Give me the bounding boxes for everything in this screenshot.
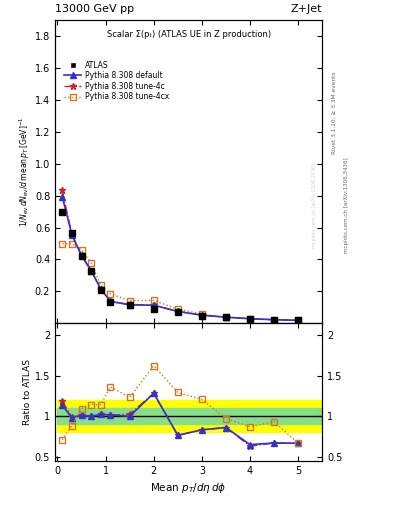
ATLAS <box>200 312 204 318</box>
Pythia 8.308 default <box>151 302 156 308</box>
ATLAS <box>89 268 94 274</box>
Pythia 8.308 tune-4cx <box>89 260 94 266</box>
Pythia 8.308 tune-4c <box>108 298 113 305</box>
Text: 13000 GeV pp: 13000 GeV pp <box>55 5 134 14</box>
Pythia 8.308 default <box>175 308 180 314</box>
Text: Z+Jet: Z+Jet <box>291 5 322 14</box>
Pythia 8.308 default <box>272 316 276 323</box>
Pythia 8.308 tune-4cx <box>200 311 204 317</box>
Pythia 8.308 tune-4cx <box>272 316 276 323</box>
Pythia 8.308 default <box>60 194 64 200</box>
Pythia 8.308 tune-4c <box>70 231 74 238</box>
Pythia 8.308 tune-4c <box>79 252 84 259</box>
Line: Pythia 8.308 tune-4cx: Pythia 8.308 tune-4cx <box>59 241 301 323</box>
Pythia 8.308 tune-4cx <box>79 247 84 253</box>
Pythia 8.308 tune-4cx <box>98 282 103 288</box>
ATLAS <box>60 208 64 215</box>
Pythia 8.308 tune-4c <box>175 308 180 314</box>
Pythia 8.308 tune-4c <box>98 286 103 292</box>
Text: mcplots.cern.ch [arXiv:1306.3436]: mcplots.cern.ch [arXiv:1306.3436] <box>344 157 349 252</box>
Pythia 8.308 default <box>200 312 204 318</box>
Y-axis label: Ratio to ATLAS: Ratio to ATLAS <box>23 359 32 425</box>
Pythia 8.308 default <box>108 298 113 305</box>
Text: Scalar Σ(pₜ) (ATLAS UE in Z production): Scalar Σ(pₜ) (ATLAS UE in Z production) <box>107 30 271 38</box>
Pythia 8.308 tune-4cx <box>296 317 301 324</box>
Text: mcplots.cern.ch [arXiv:1306.3436]: mcplots.cern.ch [arXiv:1306.3436] <box>312 163 317 247</box>
ATLAS <box>151 306 156 312</box>
Pythia 8.308 default <box>79 252 84 259</box>
ATLAS <box>108 298 113 305</box>
Pythia 8.308 default <box>296 317 301 324</box>
Line: Pythia 8.308 tune-4c: Pythia 8.308 tune-4c <box>59 187 302 324</box>
Pythia 8.308 tune-4cx <box>70 241 74 247</box>
Line: Pythia 8.308 default: Pythia 8.308 default <box>59 194 301 323</box>
Pythia 8.308 tune-4cx <box>108 291 113 297</box>
Pythia 8.308 tune-4cx <box>127 297 132 304</box>
Pythia 8.308 tune-4c <box>89 268 94 274</box>
Pythia 8.308 tune-4c <box>151 302 156 308</box>
Pythia 8.308 tune-4c <box>248 316 252 322</box>
Line: ATLAS: ATLAS <box>59 208 301 324</box>
Pythia 8.308 tune-4cx <box>224 314 228 321</box>
Pythia 8.308 tune-4cx <box>151 297 156 304</box>
ATLAS <box>248 316 252 322</box>
Text: Rivet 3.1.10, ≥ 3.3M events: Rivet 3.1.10, ≥ 3.3M events <box>332 71 337 154</box>
Pythia 8.308 default <box>70 232 74 238</box>
Pythia 8.308 tune-4c <box>272 316 276 323</box>
Y-axis label: $1/N_{\rm ev}\,dN_{\rm ev}/d\,{\rm mean}\,p_T\,[\rm GeV]^{-1}$: $1/N_{\rm ev}\,dN_{\rm ev}/d\,{\rm mean}… <box>18 117 32 227</box>
Pythia 8.308 tune-4cx <box>175 306 180 312</box>
ATLAS <box>296 317 301 324</box>
ATLAS <box>98 287 103 293</box>
Pythia 8.308 default <box>248 316 252 322</box>
ATLAS <box>175 309 180 315</box>
ATLAS <box>127 302 132 308</box>
Pythia 8.308 default <box>224 314 228 320</box>
Pythia 8.308 default <box>127 302 132 308</box>
Pythia 8.308 tune-4cx <box>248 316 252 322</box>
Pythia 8.308 tune-4cx <box>60 241 64 247</box>
Pythia 8.308 tune-4c <box>60 187 64 194</box>
Pythia 8.308 tune-4c <box>127 302 132 308</box>
X-axis label: Mean $p_T/d\eta\,d\phi$: Mean $p_T/d\eta\,d\phi$ <box>151 481 227 495</box>
Pythia 8.308 tune-4c <box>296 317 301 324</box>
Legend: ATLAS, Pythia 8.308 default, Pythia 8.308 tune-4c, Pythia 8.308 tune-4cx: ATLAS, Pythia 8.308 default, Pythia 8.30… <box>64 60 169 101</box>
Pythia 8.308 default <box>98 286 103 292</box>
ATLAS <box>272 316 276 323</box>
ATLAS <box>70 230 74 236</box>
Pythia 8.308 default <box>89 268 94 274</box>
ATLAS <box>79 253 84 260</box>
Pythia 8.308 tune-4c <box>224 314 228 320</box>
Pythia 8.308 tune-4c <box>200 312 204 318</box>
ATLAS <box>224 314 228 321</box>
